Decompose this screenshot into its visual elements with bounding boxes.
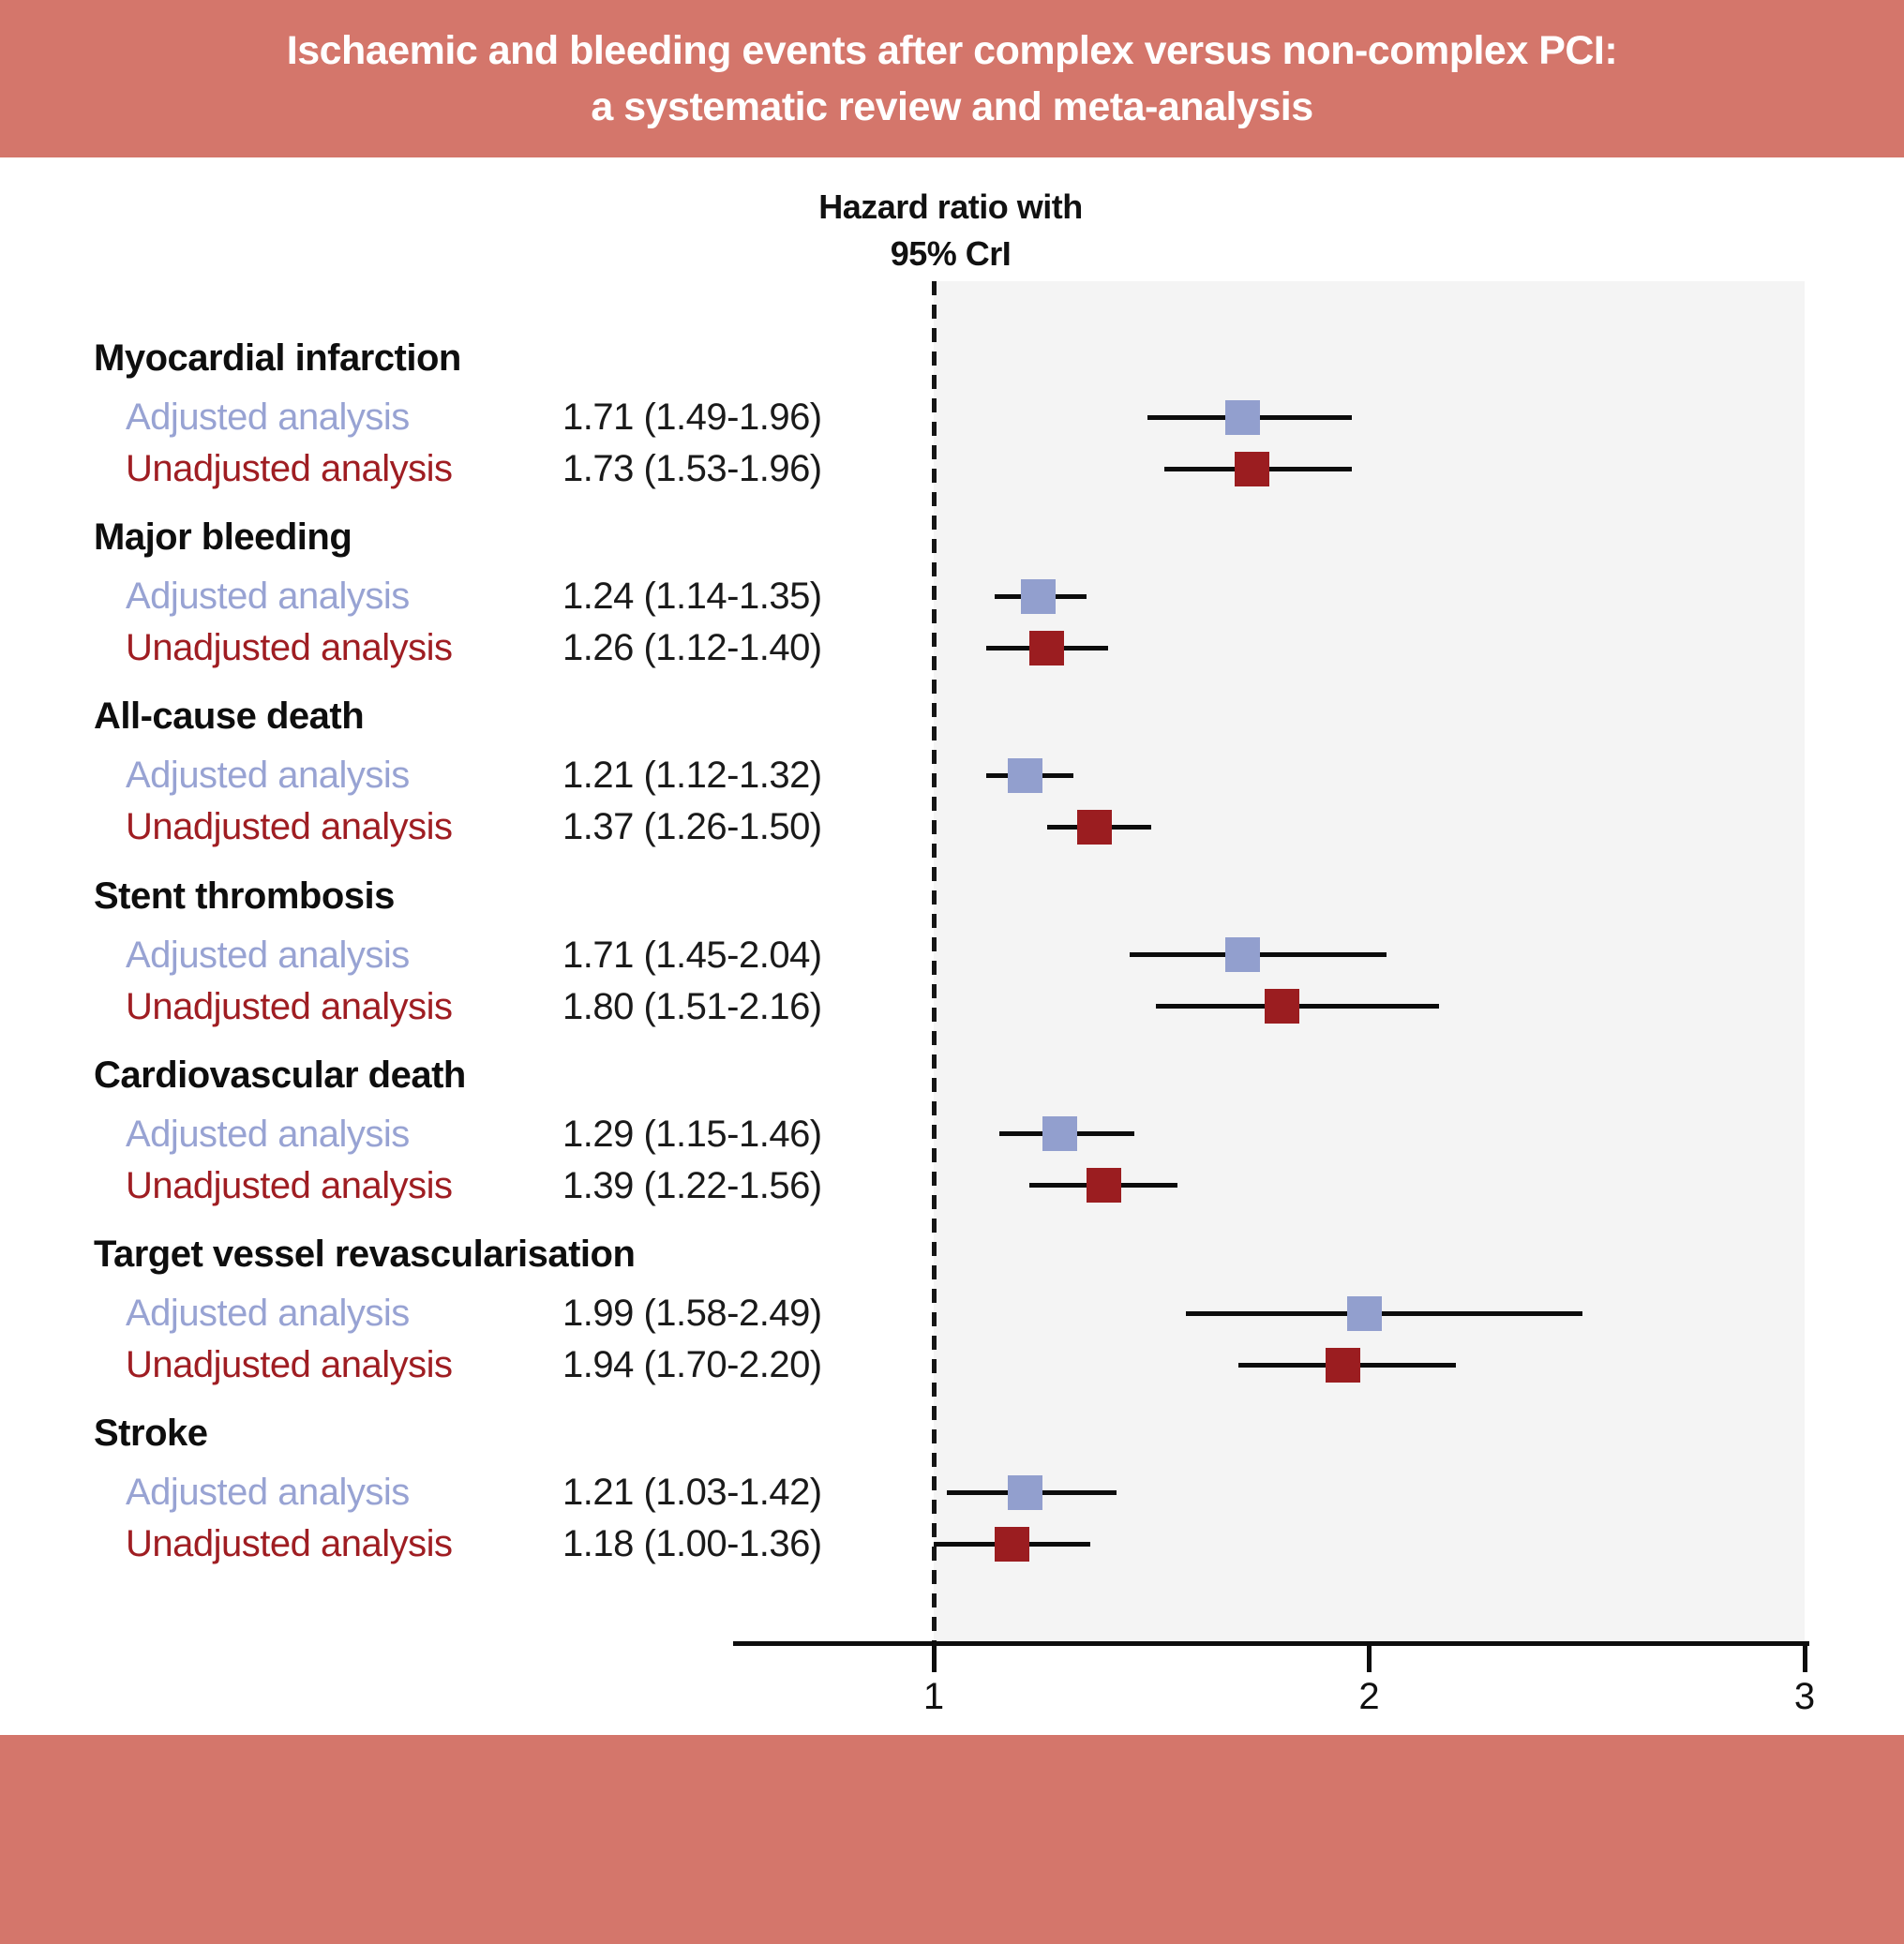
unadjusted-estimate-marker <box>1234 451 1269 486</box>
outcome-header: Stroke <box>94 1413 208 1455</box>
adjusted-analysis-label: Adjusted analysis <box>126 755 410 797</box>
plot-area <box>934 281 1805 1641</box>
unadjusted-estimate-marker <box>1086 1168 1121 1204</box>
adjusted-analysis-label: Adjusted analysis <box>126 1472 410 1514</box>
x-axis-tick <box>931 1641 937 1672</box>
reference-line <box>932 281 937 1641</box>
outcome-header: Stent thrombosis <box>94 875 395 917</box>
hazard-ratio-value: 1.71 (1.45-2.04) <box>562 934 822 976</box>
page-title-line-2: a systematic review and meta-analysis <box>591 84 1313 129</box>
hazard-ratio-value: 1.39 (1.22-1.56) <box>562 1164 822 1206</box>
x-axis-tick <box>1367 1641 1372 1672</box>
adjusted-estimate-marker <box>1225 937 1261 973</box>
adjusted-analysis-label: Adjusted analysis <box>126 1113 410 1155</box>
outcome-header: Myocardial infarction <box>94 337 461 379</box>
adjusted-analysis-label: Adjusted analysis <box>126 934 410 976</box>
hazard-ratio-value: 1.37 (1.26-1.50) <box>562 806 822 848</box>
hazard-ratio-value: 1.71 (1.49-1.96) <box>562 396 822 438</box>
unadjusted-analysis-label: Unadjusted analysis <box>126 806 453 848</box>
unadjusted-estimate-marker <box>995 1526 1030 1562</box>
adjusted-estimate-marker <box>1225 399 1261 435</box>
column-header: Hazard ratio with 95% CrI <box>763 184 1138 277</box>
x-axis-tick-label: 2 <box>1358 1676 1380 1717</box>
column-header-line-2: 95% CrI <box>890 234 1012 273</box>
unadjusted-estimate-marker <box>1077 809 1113 845</box>
x-axis <box>733 1641 1809 1646</box>
adjusted-analysis-label: Adjusted analysis <box>126 396 410 438</box>
unadjusted-analysis-label: Unadjusted analysis <box>126 448 453 489</box>
x-axis-tick-label: 1 <box>922 1676 945 1717</box>
unadjusted-analysis-label: Unadjusted analysis <box>126 1344 453 1385</box>
hazard-ratio-value: 1.29 (1.15-1.46) <box>562 1113 822 1155</box>
hazard-ratio-value: 1.18 (1.00-1.36) <box>562 1523 822 1565</box>
outcome-header: Major bleeding <box>94 516 352 559</box>
x-axis-tick <box>1802 1641 1807 1672</box>
outcome-header: All-cause death <box>94 695 365 738</box>
outcome-header: Cardiovascular death <box>94 1054 466 1096</box>
page-title-line-1: Ischaemic and bleeding events after comp… <box>286 28 1618 73</box>
hazard-ratio-value: 1.24 (1.14-1.35) <box>562 576 822 618</box>
unadjusted-estimate-marker <box>1029 630 1065 665</box>
adjusted-estimate-marker <box>1008 1474 1043 1510</box>
title-banner: Ischaemic and bleeding events after comp… <box>0 0 1904 157</box>
hazard-ratio-value: 1.94 (1.70-2.20) <box>562 1344 822 1385</box>
hazard-ratio-value: 1.21 (1.03-1.42) <box>562 1472 822 1514</box>
hazard-ratio-value: 1.73 (1.53-1.96) <box>562 448 822 489</box>
unadjusted-estimate-marker <box>1326 1347 1361 1383</box>
unadjusted-analysis-label: Unadjusted analysis <box>126 627 453 669</box>
adjusted-estimate-marker <box>1347 1295 1383 1331</box>
column-header-line-1: Hazard ratio with <box>818 187 1083 226</box>
hazard-ratio-value: 1.26 (1.12-1.40) <box>562 627 822 669</box>
unadjusted-analysis-label: Unadjusted analysis <box>126 1164 453 1206</box>
hazard-ratio-value: 1.99 (1.58-2.49) <box>562 1293 822 1334</box>
outcome-header: Target vessel revascularisation <box>94 1234 636 1275</box>
adjusted-estimate-marker <box>1008 757 1043 793</box>
hazard-ratio-value: 1.80 (1.51-2.16) <box>562 985 822 1027</box>
hazard-ratio-value: 1.21 (1.12-1.32) <box>562 755 822 797</box>
confidence-interval-line <box>1186 1310 1583 1316</box>
unadjusted-estimate-marker <box>1265 989 1300 1024</box>
footer-banner: 1 out of 3 patients undergoing PCI recei… <box>0 1735 1904 1944</box>
unadjusted-analysis-label: Unadjusted analysis <box>126 1523 453 1565</box>
adjusted-analysis-label: Adjusted analysis <box>126 1293 410 1334</box>
adjusted-estimate-marker <box>1042 1116 1078 1152</box>
unadjusted-analysis-label: Unadjusted analysis <box>126 985 453 1027</box>
x-axis-tick-label: 3 <box>1793 1676 1816 1717</box>
adjusted-estimate-marker <box>1020 578 1056 614</box>
adjusted-analysis-label: Adjusted analysis <box>126 576 410 618</box>
